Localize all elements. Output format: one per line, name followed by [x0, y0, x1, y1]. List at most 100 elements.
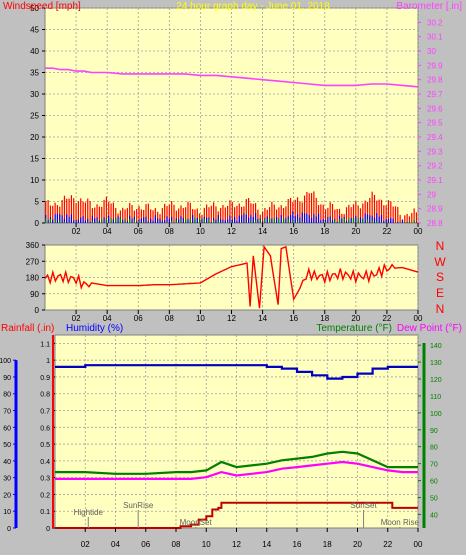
wind-gust-bar: [210, 205, 212, 223]
wind-avg-bar: [182, 217, 184, 223]
wind-avg-bar: [392, 218, 394, 223]
wind-avg-bar: [234, 216, 236, 223]
wind-gust-bar: [415, 212, 418, 223]
wind-gust-bar: [366, 202, 369, 223]
wind-low-bar: [208, 219, 210, 223]
wind-gust-bar: [98, 206, 100, 223]
direction-axis-tick-label: 90: [30, 290, 39, 299]
wind-avg-bar: [108, 215, 110, 223]
wind-axis-title: Windspeed [mph]: [3, 1, 81, 12]
wind-gust-bar: [411, 212, 413, 223]
wind-axis-tick-label: 10: [30, 176, 39, 185]
wind-gust-bar: [203, 207, 205, 223]
wind-avg-bar: [82, 216, 84, 223]
wind-avg-bar: [387, 219, 390, 223]
wind-avg-bar: [313, 214, 315, 223]
wind-avg-bar: [254, 212, 257, 223]
temp-axis-tick-label: 60: [430, 479, 438, 486]
wind-avg-bar: [383, 221, 385, 223]
x-tick-label: 02: [81, 540, 90, 549]
x-tick-label: 06: [141, 540, 150, 549]
temp-axis-tick-label: 140: [430, 343, 442, 350]
humidity-axis-tick-label: 10: [3, 509, 11, 516]
x-tick-label: 12: [232, 540, 241, 549]
wind-avg-bar: [289, 215, 292, 223]
wind-avg-bar: [133, 216, 135, 223]
wind-gust-bar: [327, 207, 329, 223]
x-tick-label: 12: [227, 314, 236, 323]
wind-avg-bar: [310, 217, 313, 223]
wind-avg-bar: [63, 218, 66, 223]
wind-low-bar: [124, 218, 126, 223]
wind-avg-bar: [140, 218, 142, 223]
wind-gust-bar: [359, 208, 362, 223]
moonrise-label: Moon Rise: [381, 518, 420, 527]
compass-letter: S: [436, 270, 444, 284]
wind-gust-bar: [285, 206, 287, 223]
wind-gust-bar: [173, 204, 175, 223]
baro-axis-tick-label: 29.3: [427, 147, 443, 156]
x-tick-label: 00: [414, 227, 423, 236]
wind-gust-bar: [168, 204, 170, 223]
wind-low-bar: [371, 220, 373, 223]
compass-letter: W: [434, 255, 446, 269]
wind-gust-bar: [280, 205, 282, 223]
wind-axis-tick-label: 35: [30, 69, 39, 78]
wind-gust-bar: [124, 209, 126, 223]
wind-gust-bar: [45, 201, 47, 223]
wind-gust-bar: [364, 200, 366, 223]
x-tick-label: 06: [134, 227, 143, 236]
wind-avg-bar: [315, 216, 317, 223]
temp-axis-tick-label: 100: [430, 411, 442, 418]
wind-low-bar: [399, 222, 401, 223]
wind-gust-bar: [268, 207, 271, 223]
x-tick-label: 00: [414, 314, 423, 323]
x-tick-label: 20: [351, 314, 360, 323]
wind-avg-bar: [238, 215, 240, 223]
rain-axis-tick-label: 0.3: [40, 476, 50, 483]
wind-avg-bar: [306, 213, 308, 223]
wind-low-bar: [250, 221, 252, 223]
wind-low-bar: [63, 221, 66, 223]
wind-low-bar: [217, 221, 219, 223]
direction-line: [44, 244, 419, 309]
direction-axis-tick-label: 360: [26, 241, 40, 250]
x-tick-label: 20: [351, 227, 360, 236]
wind-axis-tick-label: 40: [30, 47, 39, 56]
wind-avg-bar: [201, 218, 203, 223]
wind-low-bar: [110, 218, 112, 223]
wind-gust-bar: [182, 208, 184, 223]
wind-gust-bar: [282, 208, 285, 223]
humidity-axis-title: Humidity (%): [66, 323, 123, 334]
wind-avg-bar: [122, 219, 124, 223]
wind-low-bar: [282, 218, 285, 223]
humidity-axis-tick-label: 80: [3, 392, 11, 399]
wind-gust-bar: [110, 203, 112, 223]
wind-avg-bar: [229, 215, 231, 223]
wind-avg-bar: [161, 220, 163, 223]
wind-gust-bar: [80, 198, 82, 223]
temp-axis-tick-label: 80: [430, 445, 438, 452]
wind-avg-bar: [68, 216, 70, 223]
wind-gust-bar: [348, 204, 350, 223]
wind-gust-bar: [250, 203, 252, 223]
wind-low-bar: [185, 218, 187, 223]
wind-low-bar: [278, 218, 280, 223]
wind-axis-tick-label: 30: [30, 90, 39, 99]
wind-avg-bar: [59, 214, 61, 223]
wind-low-bar: [59, 220, 61, 223]
wind-low-bar: [292, 220, 294, 223]
wind-avg-bar: [187, 219, 189, 223]
wind-gust-bar: [376, 200, 378, 223]
wind-avg-bar: [173, 222, 175, 223]
humidity-axis-tick-label: 40: [3, 459, 11, 466]
wind-avg-bar: [236, 220, 238, 223]
wind-gust-bar: [275, 209, 278, 223]
wind-avg-bar: [364, 213, 366, 223]
humidity-line: [55, 364, 418, 380]
wind-avg-bar: [261, 221, 264, 223]
wind-low-bar: [143, 221, 145, 223]
wind-avg-bar: [103, 217, 105, 223]
